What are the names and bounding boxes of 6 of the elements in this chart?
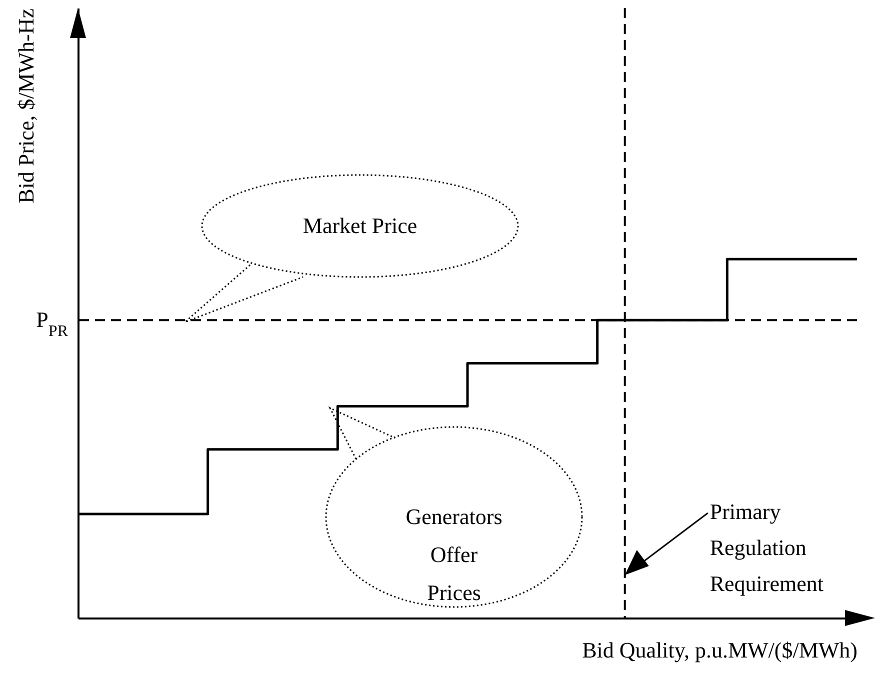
x-axis-title: Bid Quality, p.u.MW/($/MWh) [582,638,858,662]
text: Primary Regulation Requirement [710,499,824,596]
annotation: Generators Offer Prices [406,504,502,605]
y-axis-title: Bid Price, $/MWh-Hz [14,8,38,204]
text: Market Price [302,213,418,238]
ref-line-label: P$_{PR}$ [36,307,68,340]
